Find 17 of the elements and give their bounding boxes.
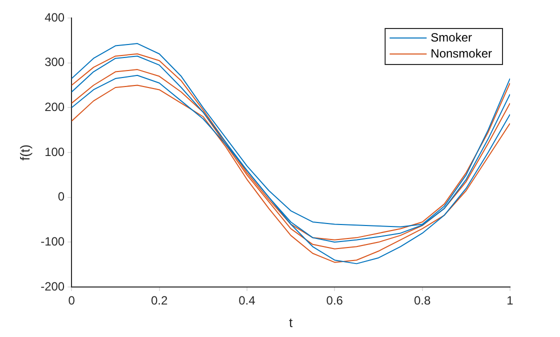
legend-label: Smoker [430,30,472,44]
y-tick-label: 300 [44,55,65,70]
legend-label: Nonsmoker [430,46,492,60]
y-tick-label: 0 [58,190,65,204]
x-tick-label: 1 [506,294,514,308]
y-tick-label: 200 [44,100,65,114]
y-tick-label: 100 [44,144,65,159]
x-axis-title: t [288,314,293,330]
x-tick-label: 0.6 [326,294,344,308]
y-tick-label: -200 [40,279,65,294]
x-tick-label: 0.2 [150,294,168,308]
y-tick-label: -100 [40,234,65,248]
x-tick-label: 0.4 [238,294,256,308]
x-tick-label: 0 [68,294,76,308]
y-tick-label: 400 [44,10,65,24]
y-axis-title: f(t) [17,144,32,160]
x-tick-label: 0.8 [414,294,431,308]
